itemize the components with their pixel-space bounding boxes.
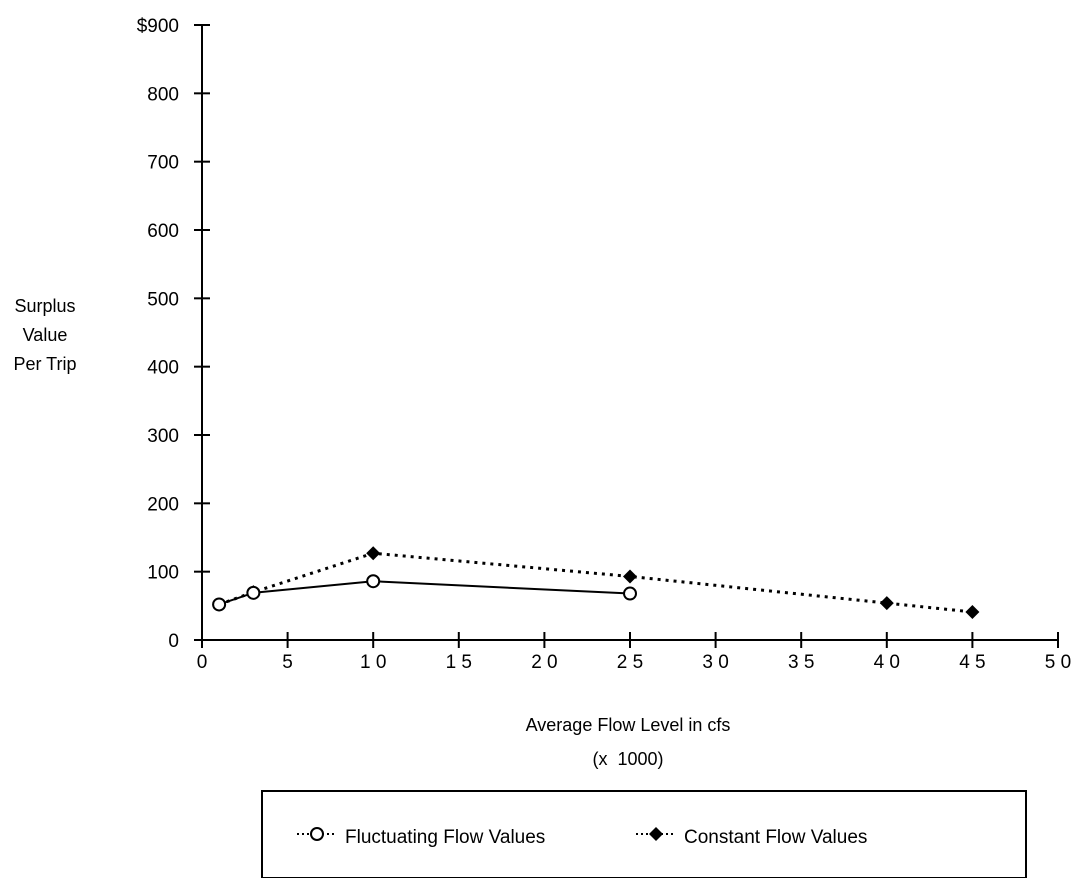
x-tick-label: 1 0 [360, 652, 386, 673]
constant-flow-line [218, 551, 973, 614]
x-tick-label: 3 0 [702, 652, 728, 673]
x-tick-label: 4 5 [959, 652, 985, 673]
x-tick-label: 5 [282, 652, 293, 673]
y-axis-title-line-1: Surplus [14, 296, 75, 316]
y-tick-label: 400 [147, 358, 179, 379]
x-axis-title-main: Average Flow Level in cfs [526, 715, 731, 735]
legend-label-constant: Constant Flow Values [684, 827, 867, 848]
constant-flow-point [623, 569, 637, 584]
y-tick-label: 0 [168, 631, 179, 652]
y-tick-label: 200 [147, 494, 179, 515]
y-axis-title-line-3: Per Trip [13, 354, 76, 374]
x-tick-label: 1 5 [446, 652, 472, 673]
x-tick-label: 0 [197, 652, 208, 673]
fluctuating-flow-point [623, 586, 637, 601]
y-tick-label: 500 [147, 289, 179, 310]
fluctuating-flow-point [212, 597, 227, 612]
x-tick-label: 5 0 [1045, 652, 1071, 673]
y-tick-label: 100 [147, 563, 179, 584]
y-tick-label: $900 [137, 16, 179, 37]
legend-open-circle-marker [310, 827, 324, 841]
series-layer [212, 546, 980, 619]
y-tick-label: 600 [147, 221, 179, 242]
constant-flow-point [879, 596, 894, 611]
x-axis-title: Average Flow Level in cfs (x 1000) [526, 715, 731, 769]
legend-filled-diamond-marker [649, 827, 663, 841]
x-axis-title-sub: (x 1000) [592, 749, 663, 769]
constant-flow-point [366, 546, 381, 561]
y-tick-label: 300 [147, 426, 179, 447]
legend: Fluctuating Flow Values Constant Flow Va… [261, 790, 1027, 878]
y-axis-title-line-2: Value [23, 325, 68, 345]
legend-box [261, 790, 1027, 878]
fluctuating-flow-line [218, 580, 631, 606]
fluctuating-flow-point [366, 574, 381, 589]
y-ticks: 0 100 200 300 400 500 600 700 800 $900 [137, 16, 210, 652]
legend-label-fluctuating: Fluctuating Flow Values [345, 827, 545, 848]
y-axis-title: Surplus Value Per Trip [13, 296, 76, 374]
legend-item-constant: Constant Flow Values [636, 827, 867, 848]
y-tick-label: 700 [147, 153, 179, 174]
legend-item-fluctuating: Fluctuating Flow Values [297, 827, 545, 848]
y-tick-label: 800 [147, 84, 179, 105]
axes [201, 25, 1058, 641]
constant-flow-point [965, 604, 980, 619]
x-tick-label: 2 0 [531, 652, 557, 673]
fluctuating-flow-point [246, 585, 261, 600]
x-tick-label: 2 5 [617, 652, 643, 673]
x-ticks: 0 5 1 0 1 5 2 0 2 5 3 0 3 5 4 0 4 5 5 0 [197, 632, 1071, 673]
x-tick-label: 3 5 [788, 652, 814, 673]
x-tick-label: 4 0 [874, 652, 900, 673]
